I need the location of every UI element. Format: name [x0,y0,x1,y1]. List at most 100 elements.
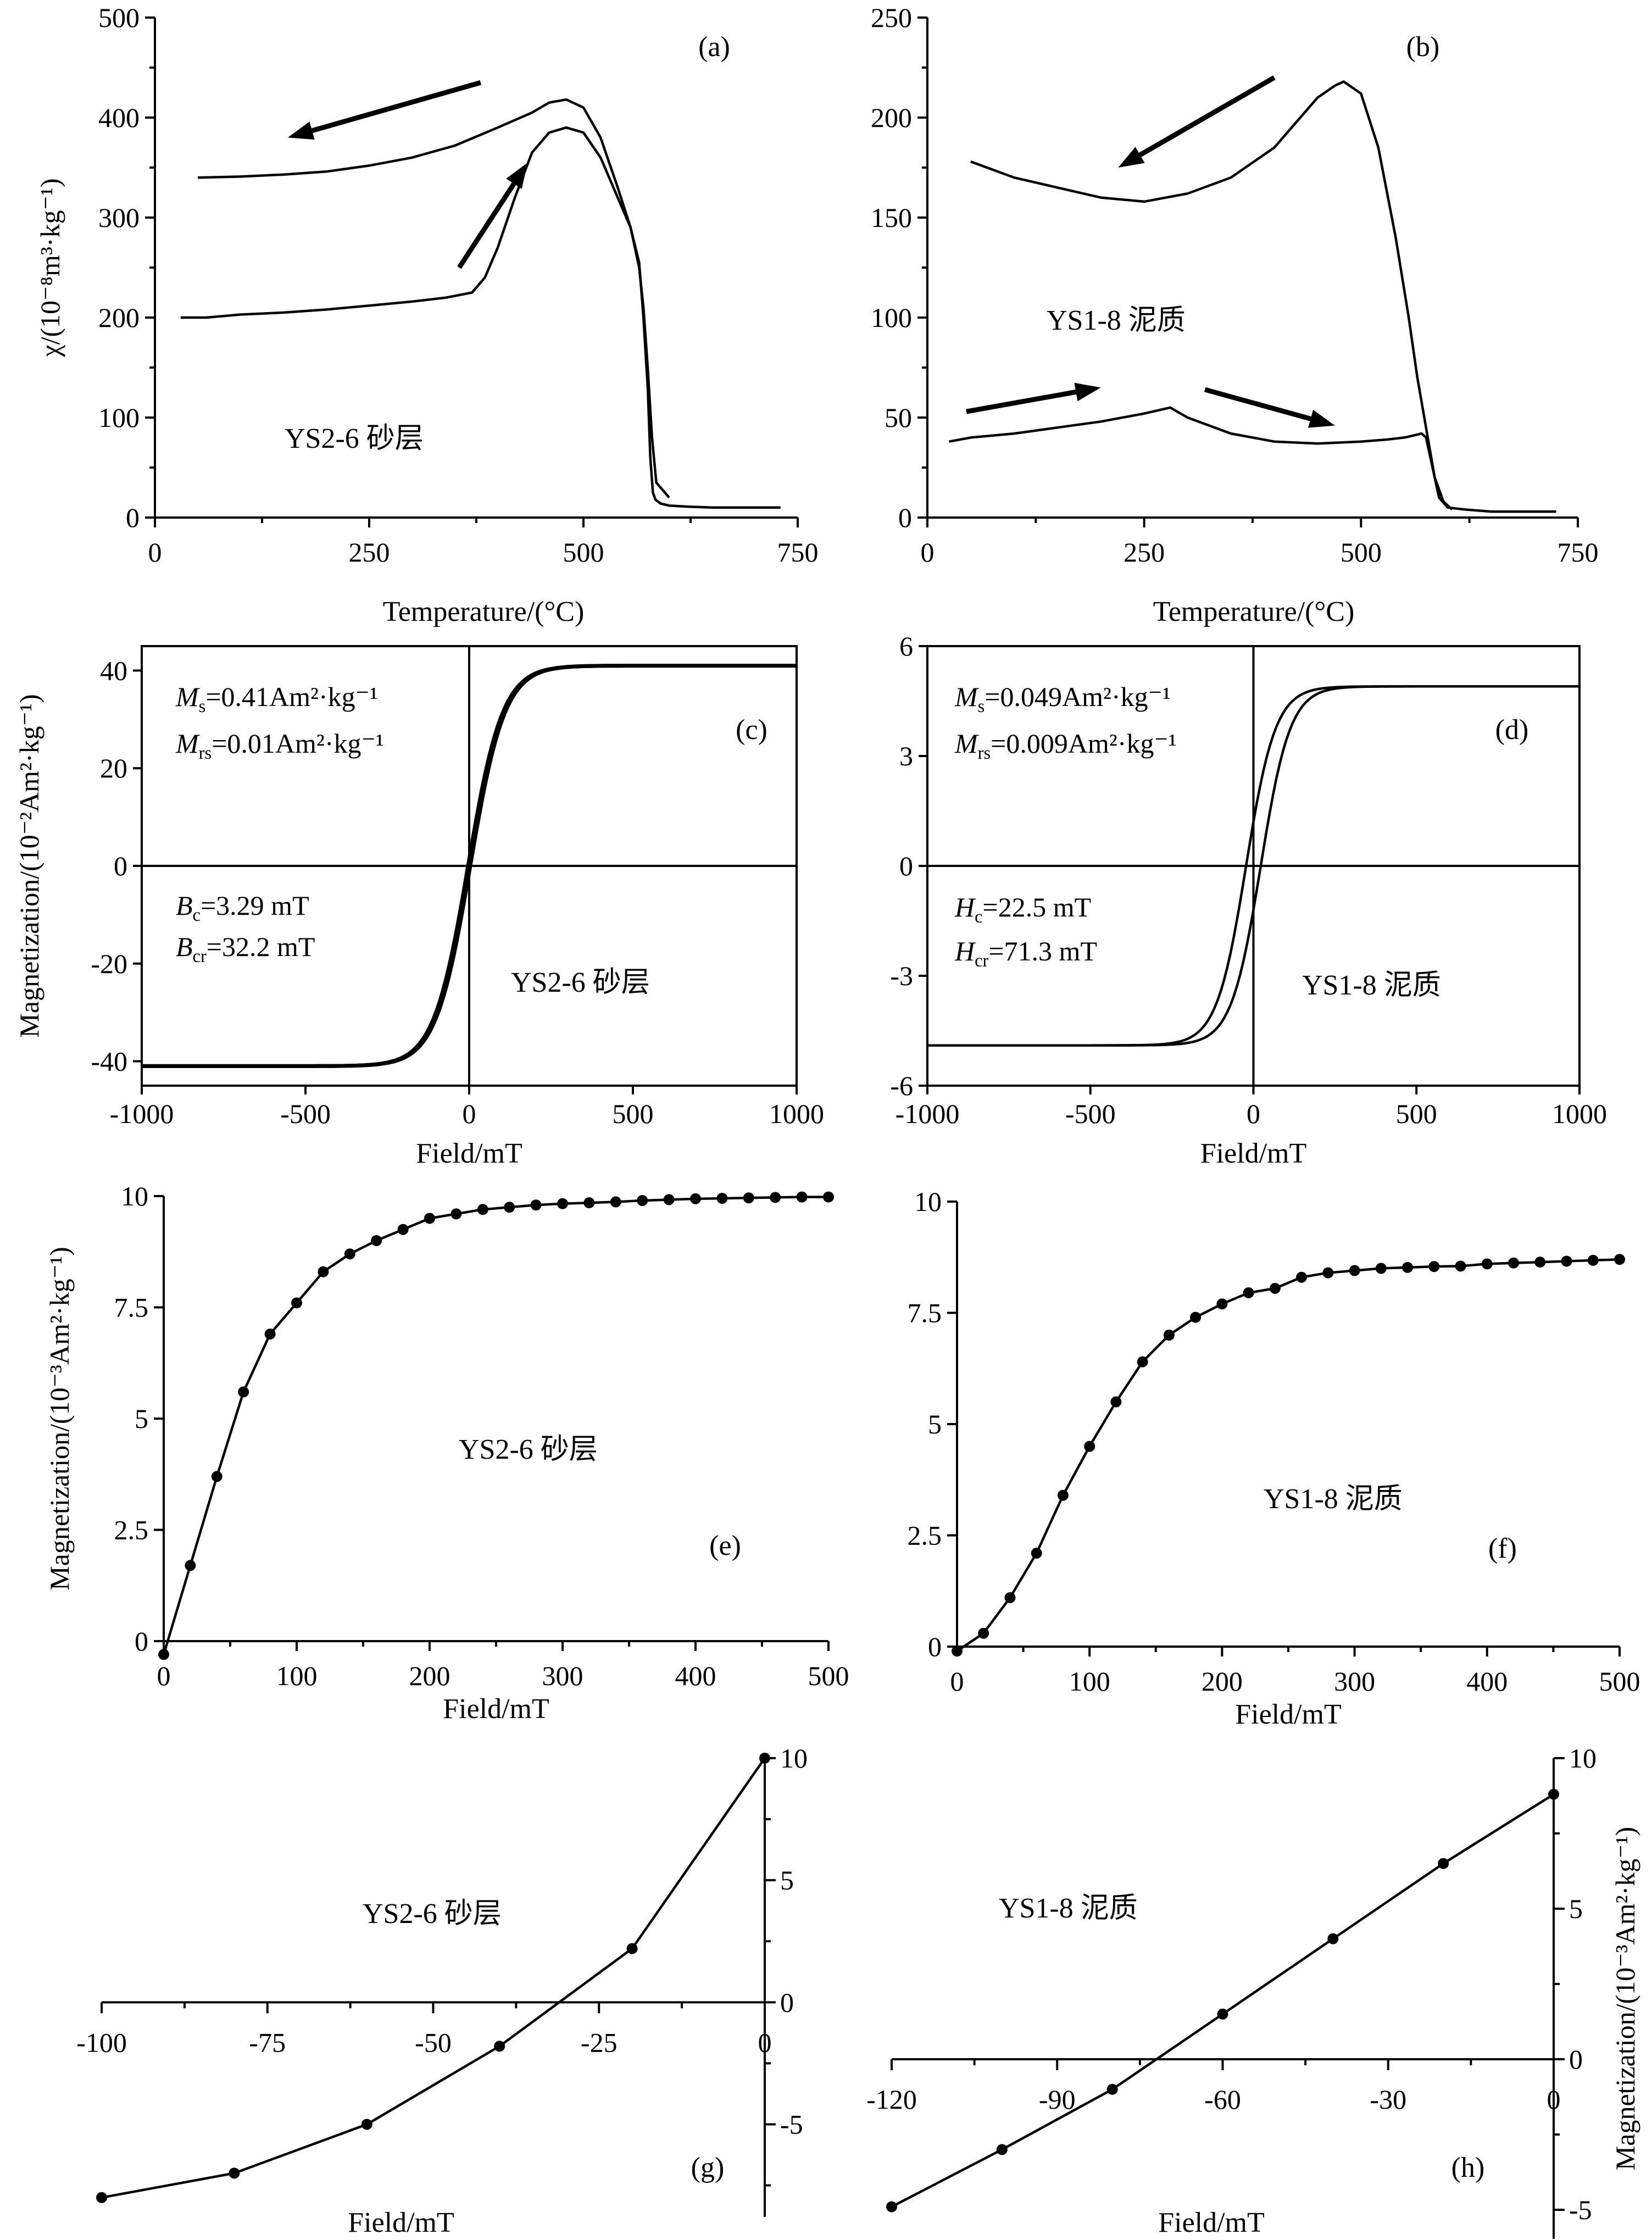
y-tick-label: 0 [1569,2044,1583,2075]
y-axis-label: Magnetization/(10⁻³Am²·kg⁻¹) [44,1247,75,1590]
backfield-curve [891,1793,1555,2208]
data-point [344,1248,355,1260]
y-tick-label: 50 [885,402,912,433]
x-tick-label: 500 [563,537,604,568]
arrow-2-head [1308,409,1335,428]
sample-label: YS1-8 泥质 [1264,1483,1403,1515]
x-tick-label: 500 [1340,537,1382,568]
data-point [424,1213,435,1224]
data-point [610,1196,621,1208]
data-point [583,1197,595,1209]
data-point [318,1266,329,1277]
x-tick-label: 200 [1202,1666,1243,1697]
data-point [1402,1261,1414,1273]
x-axis-label: Temperature/(°C) [383,596,585,627]
data-point [504,1202,515,1213]
data-point [1190,1311,1202,1323]
y-tick-label: 200 [98,302,140,333]
x-tick-label: 0 [148,537,162,568]
x-tick-label: 500 [808,1660,849,1691]
x-tick-label: 1000 [1552,1098,1607,1129]
annotation-bc: Bc=3.29 mT [176,890,309,925]
annotation-hc: Hc=22.5 mT [954,892,1091,927]
x-tick-label: 500 [613,1098,654,1129]
data-point [770,1192,781,1203]
data-point [371,1235,382,1246]
y-tick-label: 5 [135,1403,148,1434]
y-tick-label: 5 [928,1409,942,1439]
data-point [1455,1260,1466,1272]
y-tick-label: 40 [100,655,127,686]
y-tick-label: 0 [135,1626,148,1657]
x-tick-label: 300 [542,1660,583,1691]
data-point [1296,1271,1308,1283]
data-point [886,2201,897,2213]
x-tick-label: -30 [1370,2084,1406,2115]
arrow-3-head [1118,147,1145,168]
y-tick-label: 10 [780,1743,808,1774]
sample-label: YS2-6 砂层 [285,423,424,454]
data-point [264,1329,276,1340]
backfield-curve [101,1757,766,2199]
y-axis-label: Magnetization/(10⁻³Am²·kg⁻¹) [1610,1827,1640,2170]
y-tick-label: 10 [1569,1743,1597,1774]
arrow-1-head [1074,382,1101,402]
data-point [1327,1933,1339,1944]
x-axis-label: Field/mT [443,1693,549,1725]
data-point [530,1199,542,1211]
x-tick-label: 0 [1247,1098,1260,1129]
data-point [361,2119,372,2130]
data-point [1561,1255,1572,1267]
y-tick-label: 7.5 [908,1298,942,1329]
data-point [996,2144,1008,2155]
data-point [1534,1257,1546,1268]
y-tick-label: -40 [91,1046,127,1077]
data-point [1084,1441,1095,1452]
y-tick-label: 300 [98,202,140,233]
arrow-1-head [506,162,528,189]
data-point [1057,1489,1069,1501]
y-tick-label: -5 [780,2109,803,2139]
annotation-ms: Ms=0.41Am²·kg⁻¹ [175,681,378,716]
y-tick-label: 150 [871,202,912,233]
data-point [1322,1267,1334,1279]
x-tick-label: 200 [409,1660,450,1691]
arrow-2-head [287,121,315,140]
y-tick-label: -5 [1569,2194,1592,2225]
x-tick-label: 500 [1396,1098,1437,1129]
x-tick-label: 750 [1558,537,1599,568]
x-tick-label: 400 [1466,1666,1508,1697]
arrow-1-shaft [966,390,1077,414]
data-point [716,1193,728,1204]
x-tick-label: -500 [1065,1098,1116,1129]
x-tick-label: 0 [157,1660,171,1691]
sample-label: YS1-8 泥质 [1302,970,1441,1001]
y-tick-label: -6 [890,1070,913,1101]
data-point [1106,2083,1118,2095]
data-point [1216,1298,1228,1310]
x-axis-label: Field/mT [1235,1699,1342,1730]
y-tick-label: 0 [126,502,140,533]
arrow-2-shaft [1204,387,1311,421]
panel-label: (c) [736,714,767,746]
y-tick-label: 0 [898,502,912,533]
x-axis-label: Field/mT [348,2207,454,2238]
data-point [477,1204,488,1215]
x-tick-label: -60 [1204,2084,1241,2115]
data-point [626,1943,638,1954]
x-tick-label: 0 [1547,2084,1561,2115]
panel-label: (f) [1488,1533,1517,1564]
data-point [1217,2008,1228,2020]
y-tick-label: 2.5 [908,1520,942,1551]
data-point [1587,1254,1599,1266]
data-point [229,2167,240,2179]
sample-label: YS2-6 砂层 [363,1898,502,1930]
x-tick-label: -90 [1039,2084,1076,2115]
data-point [823,1191,834,1203]
data-point [96,2192,107,2203]
susceptibility-curve-1 [949,406,1556,513]
x-tick-label: -1000 [110,1098,174,1129]
x-tick-label: 100 [276,1660,318,1691]
y-tick-label: 250 [871,2,912,33]
